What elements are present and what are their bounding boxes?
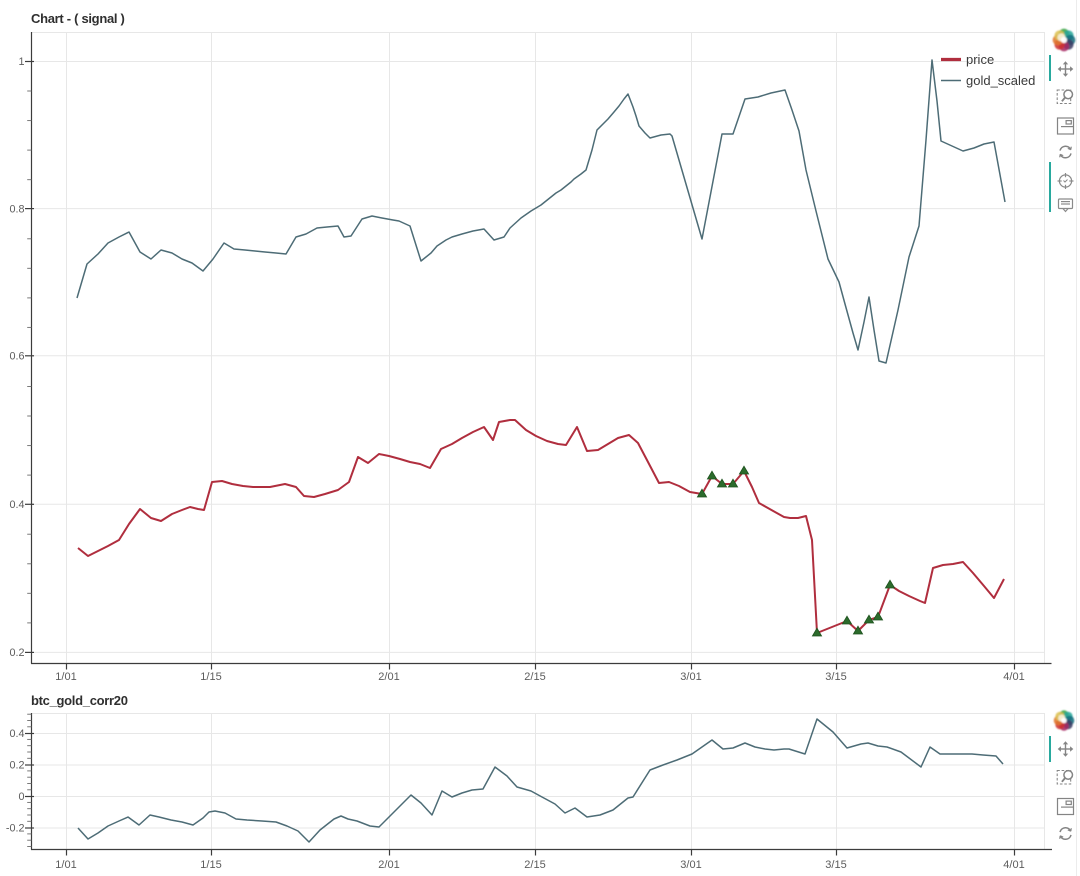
svg-text:-0.2: -0.2 <box>6 823 25 835</box>
svg-text:gold_scaled: gold_scaled <box>966 73 1035 88</box>
svg-text:0.4: 0.4 <box>9 728 24 740</box>
svg-text:2/01: 2/01 <box>378 859 399 871</box>
svg-text:1/15: 1/15 <box>200 859 221 871</box>
svg-text:3/15: 3/15 <box>825 859 846 871</box>
svg-text:1: 1 <box>18 56 24 68</box>
svg-text:2/15: 2/15 <box>524 859 545 871</box>
svg-text:0.8: 0.8 <box>9 203 24 215</box>
svg-text:Chart - ( signal ): Chart - ( signal ) <box>31 11 125 26</box>
svg-text:1/01: 1/01 <box>55 859 76 871</box>
svg-text:3/01: 3/01 <box>680 671 701 683</box>
svg-text:0: 0 <box>18 791 24 803</box>
svg-text:0.6: 0.6 <box>9 351 24 363</box>
svg-text:btc_gold_corr20: btc_gold_corr20 <box>31 693 128 708</box>
svg-text:0.2: 0.2 <box>9 647 24 659</box>
svg-text:2/01: 2/01 <box>378 671 399 683</box>
svg-text:4/01: 4/01 <box>1003 671 1024 683</box>
svg-text:price: price <box>966 52 994 67</box>
svg-text:4/01: 4/01 <box>1003 859 1024 871</box>
svg-text:0.2: 0.2 <box>9 760 24 772</box>
svg-text:3/01: 3/01 <box>680 859 701 871</box>
svg-text:0.4: 0.4 <box>9 499 24 511</box>
svg-text:1/15: 1/15 <box>200 671 221 683</box>
svg-text:1/01: 1/01 <box>55 671 76 683</box>
svg-text:3/15: 3/15 <box>825 671 846 683</box>
svg-text:2/15: 2/15 <box>524 671 545 683</box>
